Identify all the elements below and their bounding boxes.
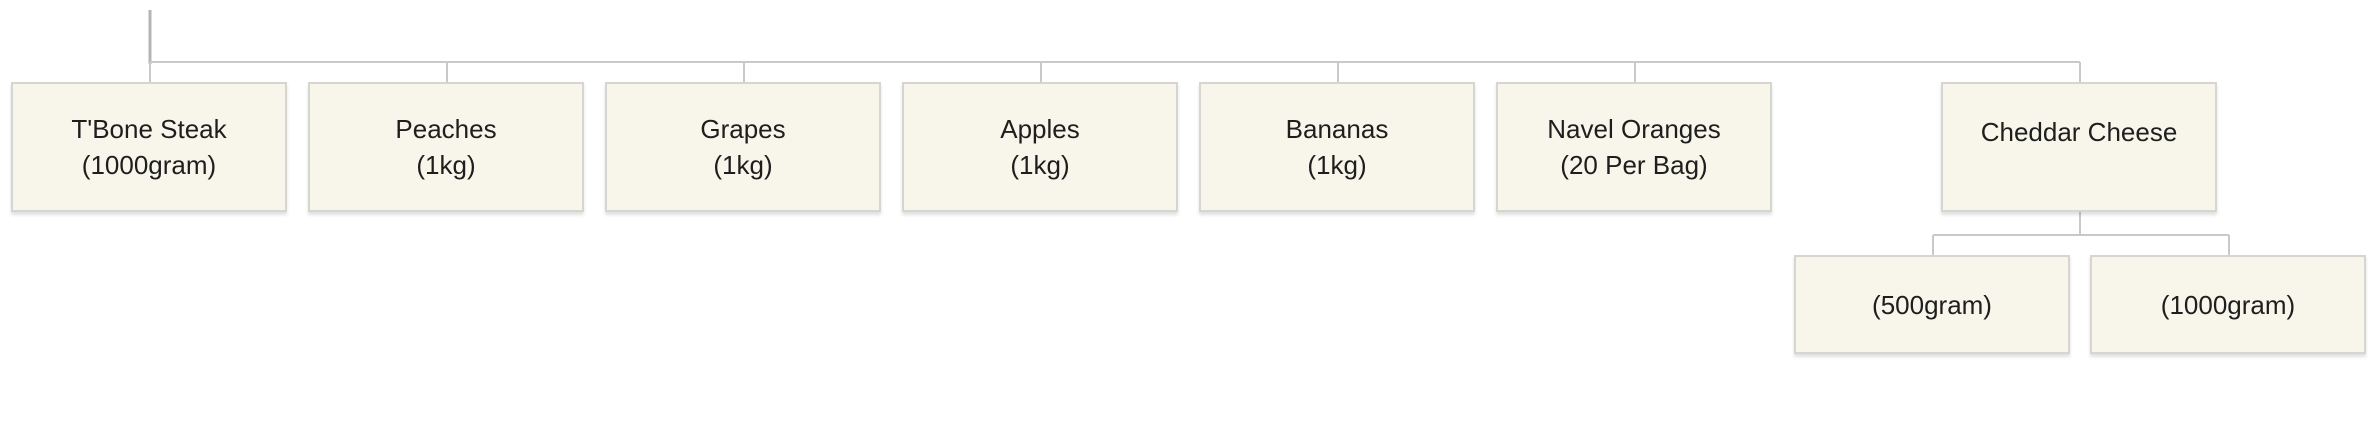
node-detail: (1kg) bbox=[1010, 150, 1070, 180]
node-detail: (1kg) bbox=[713, 150, 773, 180]
node-name: (500gram) bbox=[1872, 289, 1992, 320]
node-detail: (1000gram) bbox=[81, 150, 217, 180]
node-bananas[interactable]: Bananas (1kg) bbox=[1199, 82, 1475, 212]
node-navel-oranges[interactable]: Navel Oranges (20 Per Bag) bbox=[1496, 82, 1772, 212]
node-tbone-steak[interactable]: T'Bone Steak (1000gram) bbox=[11, 82, 287, 212]
node-cheddar-1000gram[interactable]: (1000gram) bbox=[2090, 255, 2366, 354]
node-name: (1000gram) bbox=[2160, 289, 2296, 320]
node-name: Navel Oranges bbox=[1547, 114, 1721, 144]
node-name: Cheddar Cheese bbox=[1980, 117, 2178, 147]
node-detail: (1kg) bbox=[416, 150, 476, 180]
node-peaches[interactable]: Peaches (1kg) bbox=[308, 82, 584, 212]
node-name: Apples bbox=[1000, 114, 1080, 144]
node-name: Peaches bbox=[395, 114, 497, 144]
node-name: Grapes bbox=[700, 114, 786, 144]
node-cheddar-cheese[interactable]: Cheddar Cheese bbox=[1941, 82, 2217, 212]
node-name: Bananas bbox=[1285, 114, 1389, 144]
node-detail: (20 Per Bag) bbox=[1560, 150, 1708, 180]
node-detail: (1kg) bbox=[1307, 150, 1367, 180]
node-name: T'Bone Steak bbox=[71, 114, 227, 144]
node-grapes[interactable]: Grapes (1kg) bbox=[605, 82, 881, 212]
node-cheddar-500gram[interactable]: (500gram) bbox=[1794, 255, 2070, 354]
node-apples[interactable]: Apples (1kg) bbox=[902, 82, 1178, 212]
